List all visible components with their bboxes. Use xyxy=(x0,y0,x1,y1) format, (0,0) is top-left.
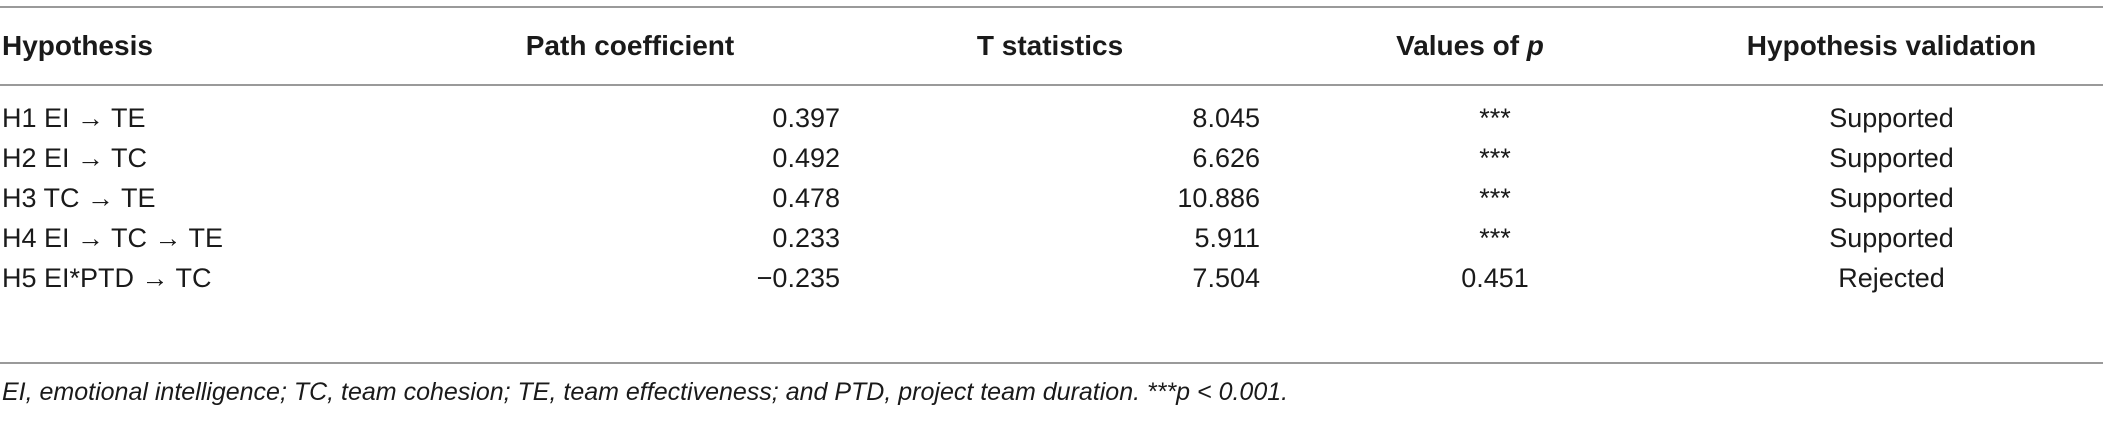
p-value: 0.451 xyxy=(1461,262,1529,293)
hypothesis-results-table: Hypothesis Path coefficient T statistics… xyxy=(0,8,2103,298)
path-coefficient-value: 0.233 xyxy=(772,222,840,253)
t-statistics-value: 5.911 xyxy=(1194,222,1260,253)
table-row: H5 EI*PTD → TC −0.235 7.504 0.451 Reject… xyxy=(0,258,2103,298)
cell-hypothesis: H4 EI → TC → TE xyxy=(2,222,224,253)
cell-p-value: 0.451 xyxy=(1260,258,1680,298)
cell-p-value: *** xyxy=(1260,178,1680,218)
validation-value: Supported xyxy=(1829,222,1954,253)
p-value: *** xyxy=(1479,182,1511,213)
table-header-rule xyxy=(0,84,2103,86)
cell-t-statistics: 5.911 xyxy=(840,218,1260,258)
cell-path-coefficient: −0.235 xyxy=(420,258,840,298)
table-body: H1 EI → TE 0.397 8.045 *** Supported H2 … xyxy=(0,84,2103,298)
validation-value: Rejected xyxy=(1838,262,1945,293)
validation-value: Supported xyxy=(1829,182,1954,213)
table-row: H2 EI → TC 0.492 6.626 *** Supported xyxy=(0,138,2103,178)
cell-t-statistics: 8.045 xyxy=(840,84,1260,138)
cell-t-statistics: 7.504 xyxy=(840,258,1260,298)
header-values-of-p-italic: p xyxy=(1526,30,1544,61)
table-bottom-rule xyxy=(0,362,2103,364)
cell-hypothesis: H1 EI → TE xyxy=(2,102,146,133)
p-value: *** xyxy=(1479,102,1511,133)
t-statistics-value: 10.886 xyxy=(1177,182,1260,213)
cell-path-coefficient: 0.233 xyxy=(420,218,840,258)
table-top-rule xyxy=(0,6,2103,8)
cell-validation: Rejected xyxy=(1680,258,2103,298)
header-row: Hypothesis Path coefficient T statistics… xyxy=(0,8,2103,84)
t-statistics-value: 7.504 xyxy=(1192,262,1260,293)
table-row: H4 EI → TC → TE 0.233 5.911 *** Supporte… xyxy=(0,218,2103,258)
cell-path-coefficient: 0.478 xyxy=(420,178,840,218)
cell-path-coefficient: 0.492 xyxy=(420,138,840,178)
cell-validation: Supported xyxy=(1680,84,2103,138)
cell-p-value: *** xyxy=(1260,218,1680,258)
cell-t-statistics: 10.886 xyxy=(840,178,1260,218)
cell-t-statistics: 6.626 xyxy=(840,138,1260,178)
path-coefficient-value: −0.235 xyxy=(756,262,840,293)
table-header: Hypothesis Path coefficient T statistics… xyxy=(0,8,2103,84)
cell-validation: Supported xyxy=(1680,178,2103,218)
table-row: H3 TC → TE 0.478 10.886 *** Supported xyxy=(0,178,2103,218)
header-values-of-p: Values of p xyxy=(1260,8,1680,84)
table-footnote: EI, emotional intelligence; TC, team coh… xyxy=(2,378,1289,406)
header-path-coefficient: Path coefficient xyxy=(525,30,735,61)
t-statistics-value: 8.045 xyxy=(1192,102,1260,133)
cell-hypothesis: H5 EI*PTD → TC xyxy=(2,262,212,293)
header-t-statistics: T statistics xyxy=(976,30,1124,61)
header-values-of-p-prefix: Values of xyxy=(1396,30,1527,61)
header-hypothesis-validation: Hypothesis validation xyxy=(1746,30,2037,61)
path-coefficient-value: 0.478 xyxy=(772,182,840,213)
table-row: H1 EI → TE 0.397 8.045 *** Supported xyxy=(0,84,2103,138)
cell-p-value: *** xyxy=(1260,138,1680,178)
header-hypothesis: Hypothesis xyxy=(2,30,153,61)
cell-hypothesis: H2 EI → TC xyxy=(2,142,148,173)
p-value: *** xyxy=(1479,222,1511,253)
validation-value: Supported xyxy=(1829,142,1954,173)
path-coefficient-value: 0.492 xyxy=(772,142,840,173)
validation-value: Supported xyxy=(1829,102,1954,133)
cell-p-value: *** xyxy=(1260,84,1680,138)
cell-validation: Supported xyxy=(1680,218,2103,258)
cell-validation: Supported xyxy=(1680,138,2103,178)
cell-hypothesis: H3 TC → TE xyxy=(2,182,156,213)
cell-path-coefficient: 0.397 xyxy=(420,84,840,138)
t-statistics-value: 6.626 xyxy=(1192,142,1260,173)
p-value: *** xyxy=(1479,142,1511,173)
path-coefficient-value: 0.397 xyxy=(772,102,840,133)
